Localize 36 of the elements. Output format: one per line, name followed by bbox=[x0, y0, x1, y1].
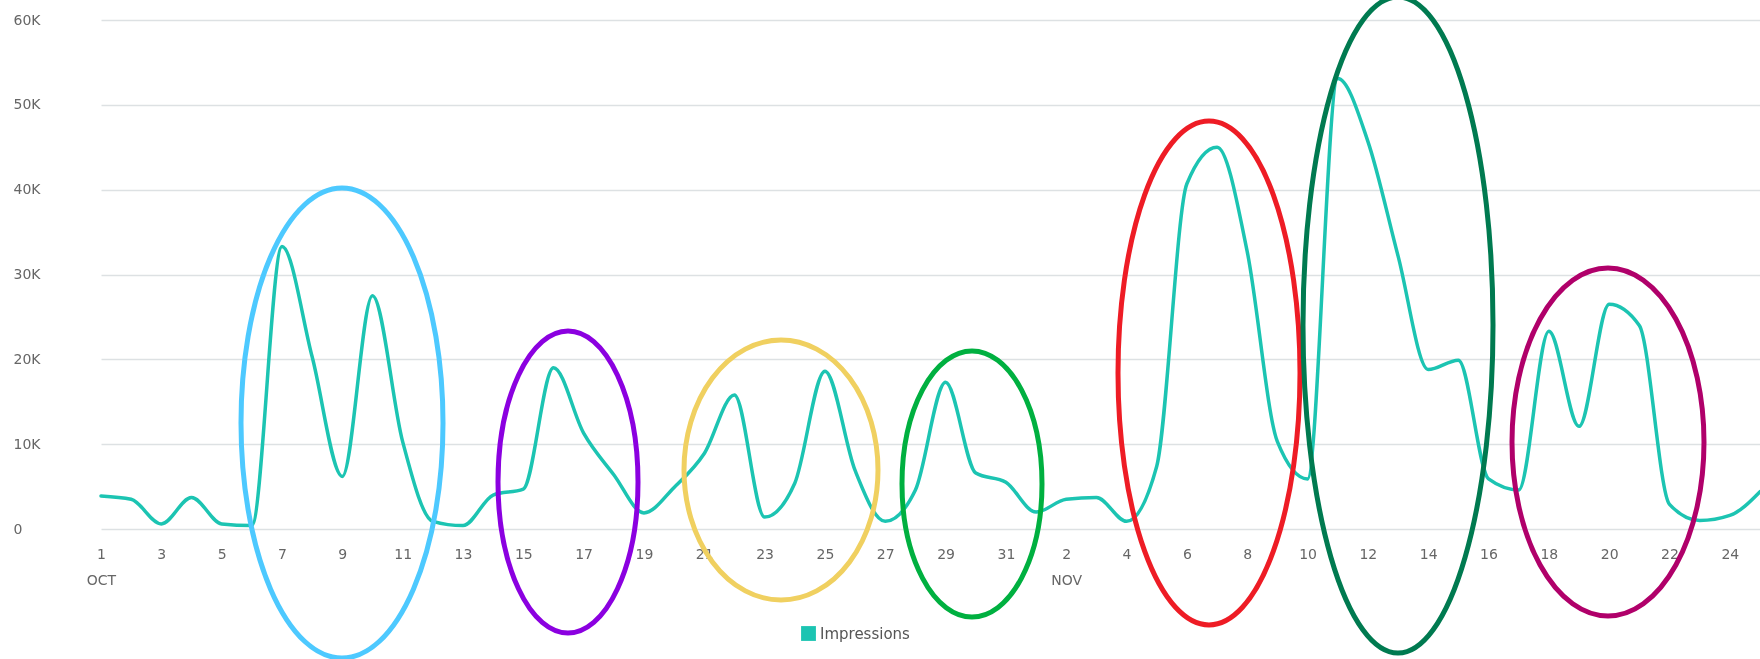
y-tick-label: 0 bbox=[13, 520, 23, 537]
x-tick-label: 23 bbox=[756, 545, 775, 562]
x-tick-label: 31 bbox=[997, 545, 1016, 562]
x-tick-label: 7 bbox=[278, 545, 287, 562]
x-tick-label: 20 bbox=[1600, 545, 1619, 562]
legend-label: Impressions bbox=[820, 624, 911, 643]
x-tick-label: 1 OCT bbox=[86, 545, 117, 588]
x-tick-label: 5 bbox=[217, 545, 227, 562]
x-tick-label: 24 bbox=[1721, 545, 1740, 562]
x-tick-label: 16 bbox=[1480, 545, 1499, 562]
y-tick-label: 60K bbox=[13, 11, 42, 28]
x-tick-label: 11 bbox=[394, 545, 413, 562]
x-tick-label: 15 bbox=[514, 545, 533, 562]
x-tick-label: 25 bbox=[816, 545, 835, 562]
x-tick-label: 6 bbox=[1182, 545, 1192, 562]
y-tick-label: 40K bbox=[13, 181, 42, 198]
x-tick-label: 17 bbox=[575, 545, 594, 562]
x-tick-label: 3 bbox=[157, 545, 167, 562]
x-tick-label: 13 bbox=[454, 545, 473, 562]
x-tick-label: 18 bbox=[1540, 545, 1559, 562]
y-tick-label: 10K bbox=[13, 435, 42, 452]
x-tick-label: 14 bbox=[1419, 545, 1438, 562]
x-tick-label: 12 bbox=[1359, 545, 1378, 562]
x-tick-label: 2 NOV bbox=[1051, 545, 1083, 588]
x-tick-label: 4 bbox=[1122, 545, 1132, 562]
x-tick-label: 29 bbox=[937, 545, 955, 562]
x-tick-label: 10 bbox=[1299, 545, 1317, 562]
y-tick-label: 30K bbox=[13, 266, 42, 282]
x-tick-label: 9 bbox=[338, 545, 348, 562]
x-tick-label: 27 bbox=[876, 545, 895, 562]
y-tick-label: 50K bbox=[13, 96, 42, 113]
line-series bbox=[99, 76, 1760, 528]
y-tick-label: 20K bbox=[13, 350, 42, 367]
x-tick-label: 8 bbox=[1243, 545, 1253, 562]
x-tick-label: 19 bbox=[635, 545, 654, 562]
x-tick-label: 22 bbox=[1661, 545, 1679, 562]
